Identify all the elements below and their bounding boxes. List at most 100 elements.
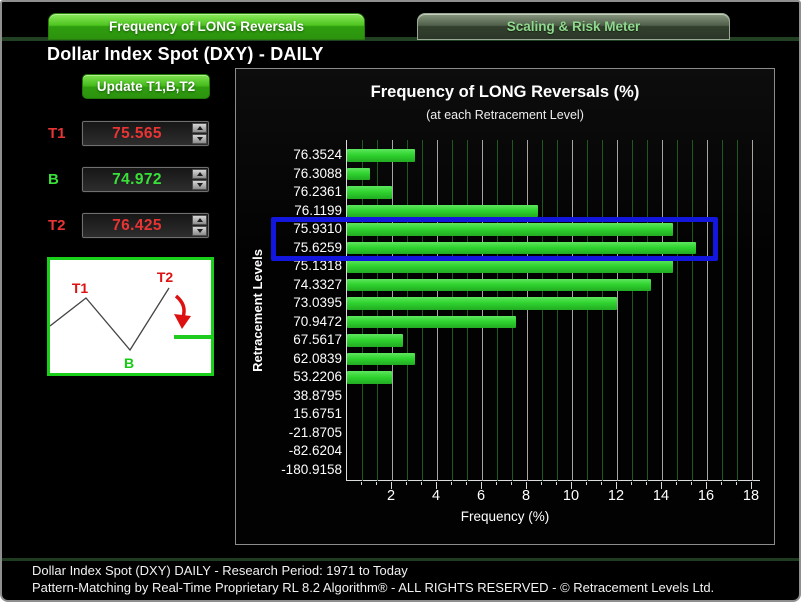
diagram-t1-label: T1 — [72, 280, 89, 296]
footer-research-period: Dollar Index Spot (DXY) DAILY - Research… — [32, 563, 408, 578]
footer-divider — [2, 558, 799, 561]
gridline-major — [662, 140, 663, 481]
x-tick-label: 8 — [521, 488, 531, 504]
x-axis-minor-tick — [451, 482, 452, 485]
y-category-label: 53.2206 — [293, 369, 342, 384]
frequency-bar — [347, 186, 392, 199]
y-category-label: 38.8795 — [293, 387, 342, 403]
x-axis-minor-tick — [721, 482, 722, 485]
t1-spinner-up-button[interactable] — [192, 123, 207, 133]
t1-label: T1 — [48, 125, 66, 142]
x-axis-minor-tick — [421, 482, 422, 485]
gridline-minor — [467, 140, 468, 481]
t1-field-row: T1 75.565 — [2, 121, 222, 146]
up-arrow-icon — [196, 126, 203, 130]
gridline-minor — [407, 140, 408, 481]
zigzag-line — [49, 287, 170, 352]
frequency-bar — [347, 167, 370, 180]
tab-label: Scaling & Risk Meter — [506, 19, 641, 34]
x-axis-major-tick — [706, 482, 707, 489]
gridline-minor — [632, 140, 633, 481]
frequency-bar — [347, 334, 404, 347]
x-axis-major-tick — [571, 482, 572, 489]
y-category-label: 15.6751 — [293, 406, 342, 421]
down-arrow-icon — [196, 229, 203, 233]
update-t1bt2-button[interactable]: Update T1,B,T2 — [82, 74, 210, 99]
y-category-label: 76.1199 — [294, 202, 342, 218]
up-arrow-icon — [196, 172, 203, 176]
t2-label: T2 — [48, 217, 66, 234]
x-axis-title: Frequency (%) — [460, 509, 550, 524]
chart-subtitle: (at each Retracement Level) — [426, 108, 584, 122]
down-arrowhead-icon — [174, 314, 191, 329]
y-category-label: 62.0839 — [293, 350, 342, 366]
y-category-label: 75.9310 — [293, 221, 342, 236]
tab-frequency-long-reversals[interactable]: Frequency of LONG Reversals — [48, 13, 365, 40]
gridline-major — [752, 140, 753, 481]
y-category-label: 67.5617 — [293, 332, 342, 347]
tab-scaling-risk-meter[interactable]: Scaling & Risk Meter — [417, 13, 730, 40]
gridline-minor — [557, 140, 558, 481]
gridline-minor — [602, 140, 603, 481]
chart-panel: Frequency of LONG Reversals (%) (at each… — [235, 68, 775, 545]
x-axis-major-tick — [391, 482, 392, 489]
gridline-major — [707, 140, 708, 481]
x-axis-minor-tick — [586, 482, 587, 485]
x-axis-minor-tick — [541, 482, 542, 485]
x-tick-label: 12 — [607, 488, 625, 504]
b-spinner-down-button[interactable] — [192, 180, 207, 190]
frequency-bar — [347, 352, 415, 365]
t2-input[interactable]: 76.425 — [82, 213, 209, 238]
gridline-minor — [647, 140, 648, 481]
frequency-bar — [347, 204, 539, 217]
highlight-box — [271, 217, 718, 261]
b-spinner-up-button[interactable] — [192, 169, 207, 179]
t2-spinner — [191, 214, 208, 237]
y-category-label: -21.8705 — [288, 424, 342, 440]
frequency-bar — [347, 278, 651, 291]
y-category-label: 73.0395 — [293, 295, 342, 310]
x-axis-minor-tick — [631, 482, 632, 485]
x-axis-minor-tick — [466, 482, 467, 485]
plot-area — [346, 140, 760, 481]
up-arrow-icon — [196, 218, 203, 222]
x-axis-minor-tick — [736, 482, 737, 485]
down-arrow-icon — [196, 183, 203, 187]
t2-field-row: T2 76.425 — [2, 213, 222, 238]
x-axis-major-tick — [616, 482, 617, 489]
y-category-label: 74.3327 — [293, 276, 342, 292]
t2-spinner-up-button[interactable] — [192, 215, 207, 225]
y-category-label: -82.6204 — [288, 443, 342, 458]
x-axis-major-tick — [481, 482, 482, 489]
gridline-major — [527, 140, 528, 481]
x-axis-minor-tick — [676, 482, 677, 485]
diagram-t2-label: T2 — [157, 269, 174, 285]
gridline-minor — [422, 140, 423, 481]
b-input[interactable]: 74.972 — [82, 167, 209, 192]
y-category-label: 76.3088 — [293, 165, 342, 181]
x-tick-label: 6 — [476, 488, 486, 504]
t2-spinner-down-button[interactable] — [192, 226, 207, 236]
t2-value: 76.425 — [112, 217, 162, 234]
y-category-label: 70.9472 — [293, 313, 342, 329]
x-tick-label: 14 — [652, 488, 670, 504]
x-axis-major-tick — [751, 482, 752, 489]
x-tick-label: 18 — [742, 488, 760, 504]
y-category-label: 75.1318 — [293, 258, 342, 273]
frequency-bar — [347, 241, 696, 254]
x-tick-label: 4 — [431, 488, 441, 504]
x-axis-minor-tick — [691, 482, 692, 485]
t1-input[interactable]: 75.565 — [82, 121, 209, 146]
t1-spinner-down-button[interactable] — [192, 134, 207, 144]
b-label: B — [48, 171, 59, 188]
gridline-major — [437, 140, 438, 481]
gridline-major — [482, 140, 483, 481]
gridline-minor — [692, 140, 693, 481]
x-axis-minor-tick — [601, 482, 602, 485]
frequency-bar — [347, 315, 516, 328]
gridline-minor — [542, 140, 543, 481]
gridline-major — [572, 140, 573, 481]
y-category-label: 76.2361 — [293, 184, 342, 199]
gridline-minor — [512, 140, 513, 481]
